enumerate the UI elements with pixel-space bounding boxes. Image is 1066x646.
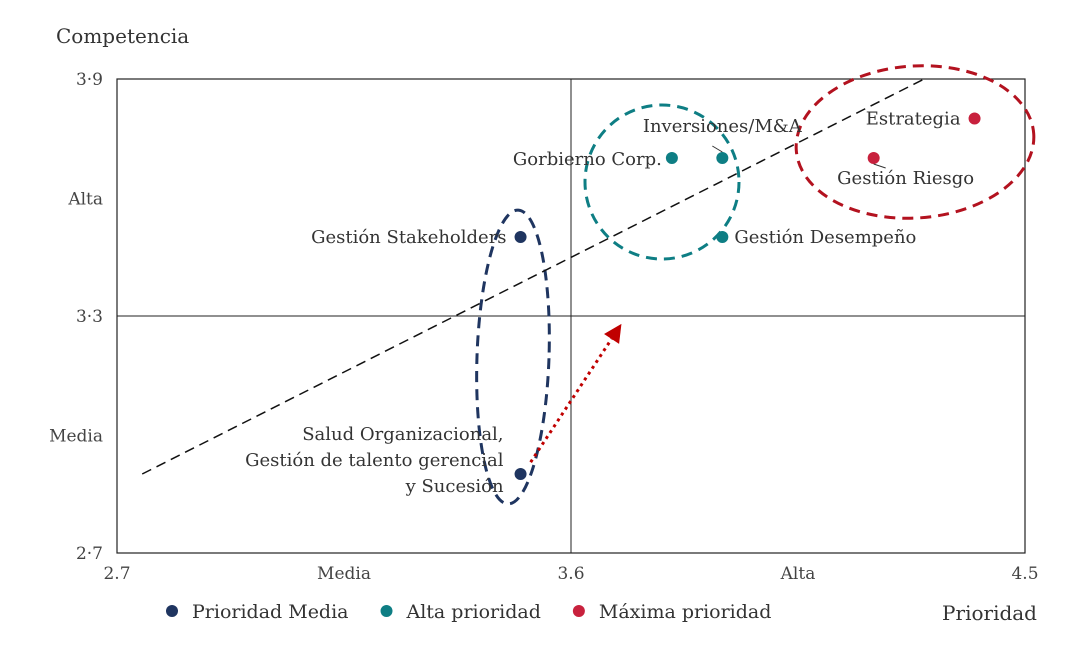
cluster-outline-2 — [583, 103, 741, 261]
label-line: Gestión Riesgo — [837, 168, 974, 189]
y-axis-title: Competencia — [56, 24, 189, 48]
label-line: y Sucesión — [405, 476, 504, 497]
legend-label-1: Prioridad Media — [192, 601, 349, 623]
label-line: Estrategia — [866, 109, 961, 130]
legend-marker-3 — [572, 605, 585, 617]
label-leader-inversiones-m-a — [712, 145, 723, 153]
label-gesti-n-riesgo: Gestión Riesgo — [837, 168, 974, 189]
label-gesti-n-desempe-o: Gestión Desempeño — [734, 227, 916, 248]
legend-label-2: Alta prioridad — [406, 601, 541, 623]
label-line: Salud Organizacional, — [302, 424, 503, 445]
legend-label-3: Máxima prioridad — [599, 601, 772, 623]
point-estrategia — [968, 112, 981, 125]
point-gesti-n-riesgo — [867, 152, 880, 164]
point-gesti-n-desempe-o — [716, 231, 729, 243]
legend-marker-2 — [380, 605, 393, 617]
trend-line — [141, 78, 925, 475]
legend-marker-1 — [166, 605, 178, 617]
label-line: Inversiones/M&A — [643, 116, 803, 137]
cluster-outline-1 — [475, 208, 551, 506]
y-tick-label: 3·3 — [76, 307, 103, 327]
x-tick-label: 4.5 — [1011, 564, 1038, 584]
trend-arrow-head — [604, 323, 622, 344]
x-category-label: Media — [317, 564, 371, 584]
point-gorbierno-corp — [665, 152, 678, 164]
x-tick-label: 3.6 — [557, 564, 584, 584]
point-gesti-n-stakeholders — [514, 231, 527, 243]
label-leader-gesti-n-riesgo — [873, 163, 886, 169]
label-line: Gestión Stakeholders — [311, 227, 506, 248]
x-category-label: Alta — [780, 564, 816, 584]
label-salud-organizacional: Salud Organizacional, Gestión de talento … — [245, 424, 504, 497]
point-salud-organizacional — [514, 468, 527, 480]
y-category-label: Media — [49, 427, 103, 447]
cluster-outline-3 — [794, 64, 1036, 220]
label-gesti-n-stakeholders: Gestión Stakeholders — [311, 227, 506, 248]
label-line: Gestión de talento gerencial — [245, 450, 504, 471]
label-line: Gestión Desempeño — [734, 227, 916, 248]
point-inversiones-m-a — [716, 152, 729, 164]
label-inversiones-m-a: Inversiones/M&A — [643, 116, 803, 137]
x-axis-title: Prioridad — [942, 601, 1037, 625]
label-estrategia: Estrategia — [866, 109, 961, 130]
y-tick-label: 2·7 — [76, 544, 103, 564]
y-category-label: Alta — [67, 190, 103, 210]
label-gorbierno-corp: Gorbierno Corp. — [513, 149, 662, 170]
label-line: Gorbierno Corp. — [513, 149, 662, 170]
y-tick-label: 3·9 — [76, 70, 103, 90]
x-tick-label: 2.7 — [103, 564, 130, 584]
